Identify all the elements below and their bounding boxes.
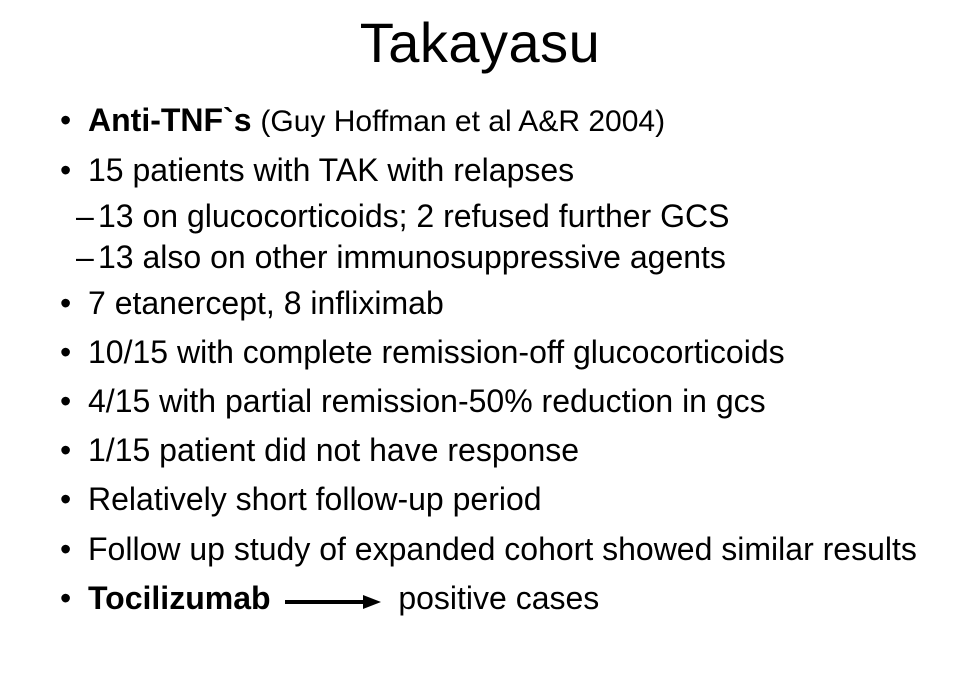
slide-title: Takayasu [40,10,920,75]
bullet-partial-remission: 4/15 with partial remission-50% reductio… [60,380,920,423]
bullet-complete-remission: 10/15 with complete remission-off glucoc… [60,331,920,374]
anti-tnf-label: Anti-TNF`s [88,102,252,138]
arrow-icon [285,579,381,622]
bullet-followup-short: Relatively short follow-up period [60,478,920,521]
tocilizumab-tail: positive cases [398,580,599,616]
sub-bullet-gcs: 13 on glucocorticoids; 2 refused further… [76,198,920,235]
slide: Takayasu Anti-TNF`s (Guy Hoffman et al A… [0,0,960,698]
sub-bullet-list: 13 on glucocorticoids; 2 refused further… [40,198,920,276]
bullet-no-response: 1/15 patient did not have response [60,429,920,472]
bullet-etanercept: 7 etanercept, 8 infliximab [60,282,920,325]
bullet-anti-tnf: Anti-TNF`s (Guy Hoffman et al A&R 2004) [60,99,920,143]
bullet-patients: 15 patients with TAK with relapses [60,149,920,192]
bullet-list-2: 7 etanercept, 8 infliximab 10/15 with co… [40,282,920,622]
bullet-list: Anti-TNF`s (Guy Hoffman et al A&R 2004) … [40,99,920,192]
bullet-followup-study: Follow up study of expanded cohort showe… [60,528,920,571]
sub-bullet-immuno: 13 also on other immunosuppressive agent… [76,239,920,276]
anti-tnf-citation: (Guy Hoffman et al A&R 2004) [260,105,665,138]
tocilizumab-label: Tocilizumab [88,580,271,616]
bullet-tocilizumab: Tocilizumab positive cases [60,577,920,622]
